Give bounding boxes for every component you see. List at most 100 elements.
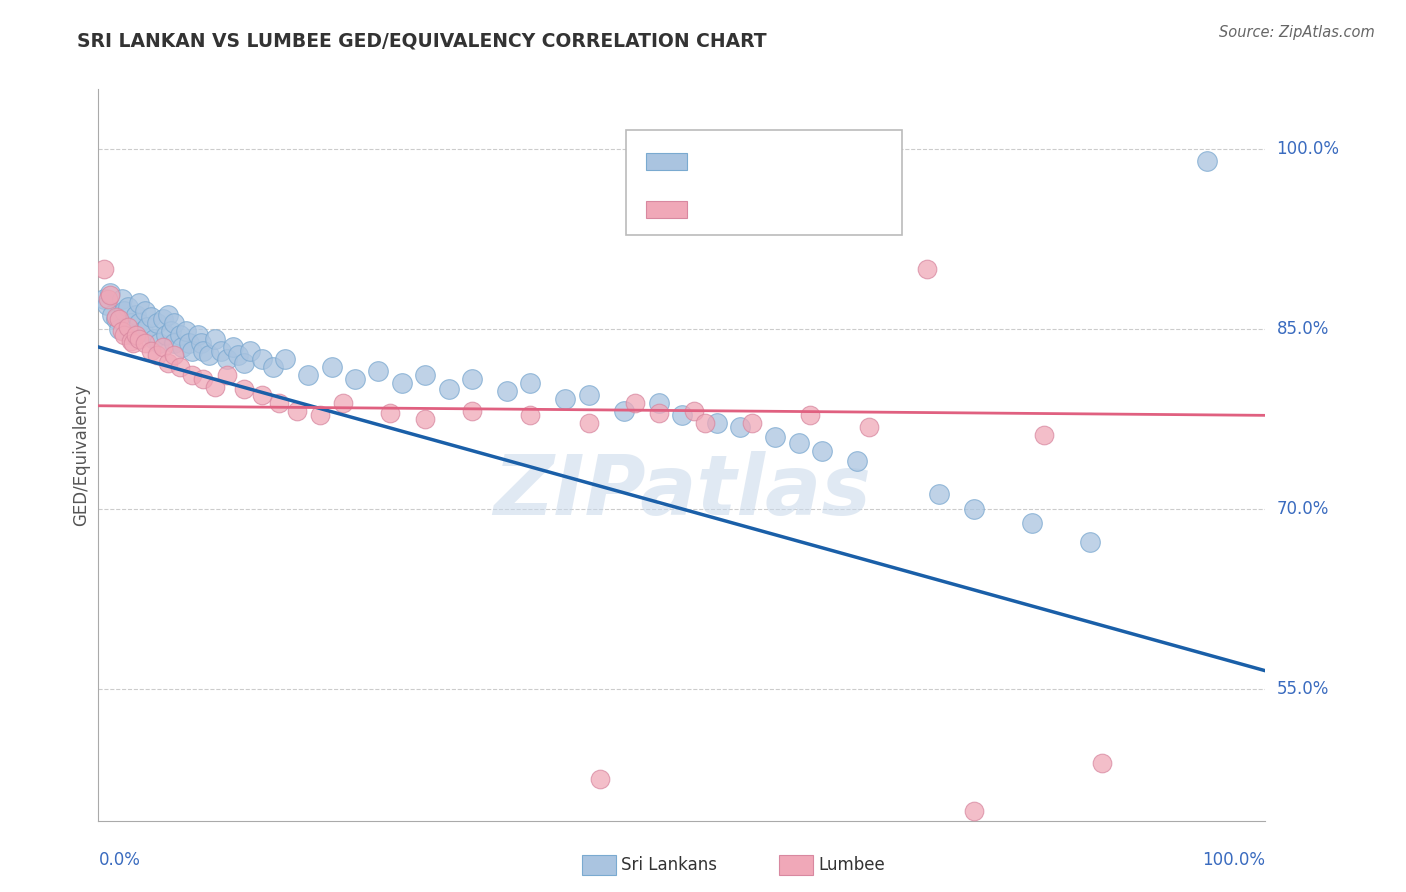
FancyBboxPatch shape (582, 855, 616, 875)
Point (321, 360, 343, 375)
Text: 100.0%: 100.0% (1277, 140, 1340, 158)
Point (163, 348, 186, 362)
Point (155, 328, 177, 343)
Y-axis label: GED/Equivalency: GED/Equivalency (72, 384, 90, 526)
Point (221, 340, 243, 354)
Point (763, 430, 786, 444)
Point (117, 319, 139, 334)
Point (190, 336, 212, 351)
Text: 0.0%: 0.0% (98, 851, 141, 869)
Point (380, 406, 402, 420)
Point (108, 322, 131, 336)
Point (159, 325, 181, 339)
Point (1080, 535, 1102, 549)
Point (101, 308, 124, 322)
Point (204, 379, 226, 393)
Text: Source: ZipAtlas.com: Source: ZipAtlas.com (1219, 25, 1375, 40)
Point (111, 325, 134, 339)
FancyBboxPatch shape (779, 855, 813, 875)
Point (461, 372, 484, 386)
Point (344, 372, 367, 386)
Point (915, 262, 938, 277)
Point (174, 325, 197, 339)
Point (647, 396, 669, 410)
Point (98, 286, 121, 301)
Point (413, 368, 436, 382)
Point (1091, 756, 1114, 770)
Point (169, 328, 191, 343)
Point (496, 384, 519, 399)
Point (104, 310, 127, 324)
Text: 55.0%: 55.0% (1277, 680, 1329, 698)
Point (198, 348, 221, 362)
Point (1195, 154, 1218, 169)
Point (209, 343, 232, 358)
Point (96, 298, 118, 312)
Point (297, 368, 319, 382)
Text: 85.0%: 85.0% (1277, 320, 1329, 338)
Point (309, 409, 332, 423)
Point (233, 382, 256, 396)
FancyBboxPatch shape (647, 153, 688, 170)
Point (437, 382, 460, 396)
Point (179, 336, 201, 351)
Point (143, 332, 166, 346)
Point (122, 328, 145, 343)
Point (180, 368, 202, 382)
Point (858, 420, 880, 434)
Point (180, 343, 202, 358)
Point (98, 288, 121, 302)
Text: N =: N = (799, 201, 846, 219)
Point (613, 403, 636, 417)
Point (962, 804, 984, 818)
Point (125, 328, 148, 343)
Point (152, 340, 174, 354)
Point (163, 336, 186, 351)
Point (134, 304, 156, 318)
Text: 46: 46 (846, 201, 870, 219)
Point (811, 444, 834, 458)
Point (120, 334, 142, 348)
Point (262, 360, 284, 375)
Point (104, 312, 127, 326)
Point (274, 351, 297, 366)
Point (111, 292, 134, 306)
Text: ZIPatlas: ZIPatlas (494, 451, 870, 532)
Text: -0.018: -0.018 (720, 201, 780, 219)
Point (152, 312, 174, 326)
Point (233, 355, 256, 369)
Point (108, 312, 131, 326)
Point (112, 328, 135, 343)
Point (93, 292, 115, 306)
Point (193, 343, 215, 358)
Point (187, 328, 209, 343)
Point (962, 501, 984, 516)
Text: 72: 72 (846, 153, 870, 170)
Point (1032, 427, 1054, 442)
Point (157, 355, 180, 369)
Point (112, 304, 135, 318)
Point (706, 416, 728, 430)
Point (204, 332, 226, 346)
Point (741, 416, 763, 430)
Point (136, 319, 159, 334)
Point (134, 336, 156, 351)
Text: R =: R = (688, 201, 723, 219)
Point (461, 403, 484, 417)
Point (132, 325, 155, 339)
Point (519, 409, 541, 423)
FancyBboxPatch shape (647, 201, 688, 219)
Point (787, 436, 810, 450)
Point (128, 332, 150, 346)
Point (391, 376, 413, 390)
Point (554, 392, 576, 406)
Point (682, 403, 704, 417)
Point (128, 295, 150, 310)
Point (97, 292, 120, 306)
Point (624, 396, 647, 410)
Point (928, 487, 950, 501)
Point (139, 343, 162, 358)
Point (146, 316, 169, 330)
Text: Lumbee: Lumbee (818, 856, 884, 874)
Point (228, 348, 250, 362)
